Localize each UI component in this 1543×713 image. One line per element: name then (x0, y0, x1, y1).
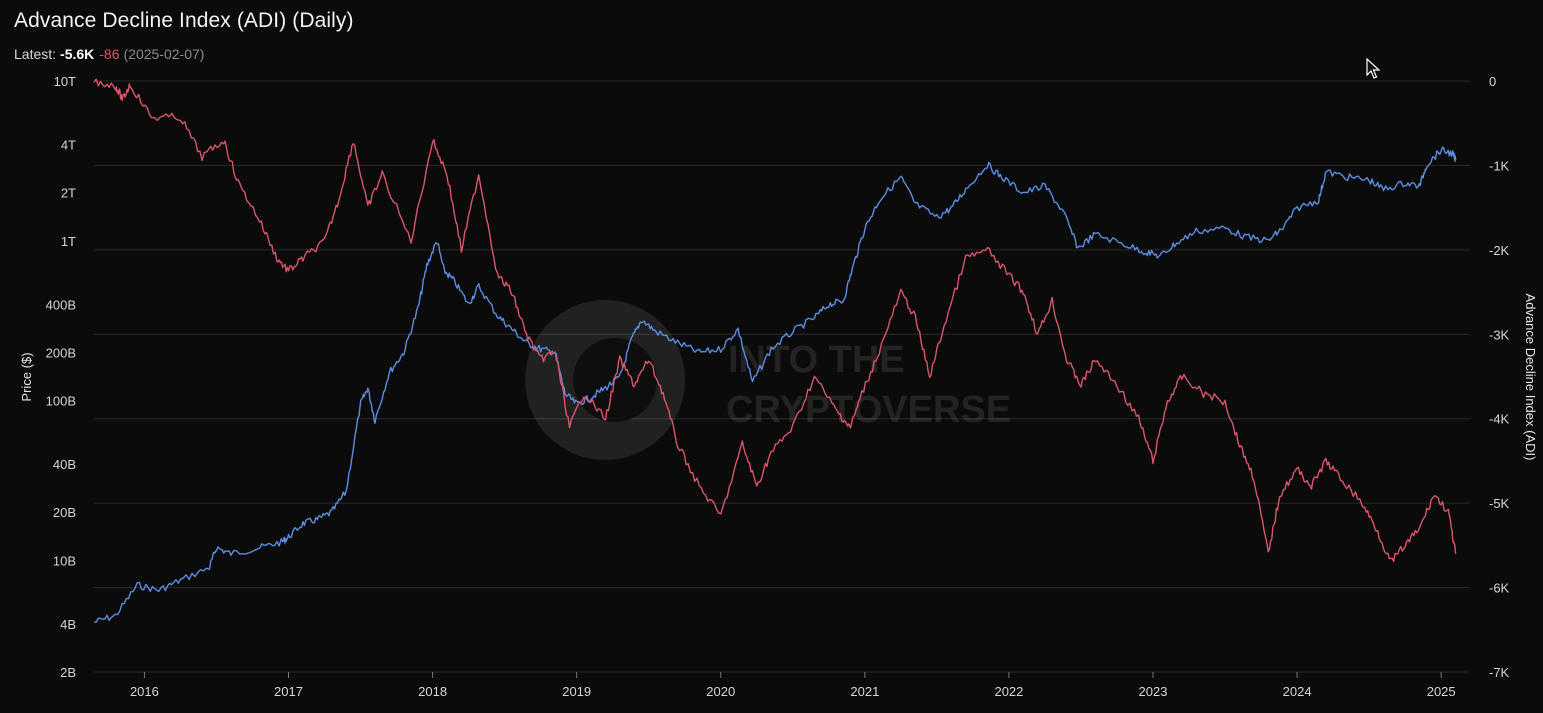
left-tick-label: 40B (53, 457, 76, 472)
watermark-logo-inner-icon (573, 338, 657, 422)
x-tick-label: 2025 (1427, 684, 1456, 699)
x-tick-label: 2021 (850, 684, 879, 699)
chart-title: Advance Decline Index (ADI) (Daily) (14, 9, 354, 32)
mouse-cursor-icon (1366, 58, 1380, 79)
left-tick-label: 4T (61, 138, 76, 153)
x-tick-label: 2019 (562, 684, 591, 699)
left-tick-label: 1T (61, 234, 76, 249)
left-tick-label: 400B (46, 297, 76, 312)
left-tick-label: 2B (60, 665, 76, 680)
y-axis-label-left: Price ($) (19, 352, 34, 401)
price-series-line[interactable] (93, 146, 1457, 623)
x-tick-label: 2017 (274, 684, 303, 699)
latest-price-value: -86 (99, 46, 120, 62)
right-tick-label: -7K (1489, 665, 1510, 680)
right-tick-label: 0 (1489, 74, 1496, 89)
x-tick-label: 2016 (130, 684, 159, 699)
left-tick-label: 10T (54, 74, 76, 89)
left-tick-label: 200B (46, 345, 76, 360)
x-tick-label: 2018 (418, 684, 447, 699)
x-tick-label: 2022 (994, 684, 1023, 699)
right-axis-ticks: 0 -1K -2K -3K -4K -5K -6K -7K (1489, 74, 1510, 680)
adi-series-line[interactable] (93, 78, 1457, 563)
left-axis-ticks: 10T 4T 2T 1T 400B 200B 100B 40B 20B 10B 4B 2B (46, 74, 76, 680)
right-tick-label: -2K (1489, 243, 1510, 258)
watermark-line2: CRYPTOVERSE (726, 389, 1011, 431)
right-tick-label: -5K (1489, 496, 1510, 511)
x-tick-label: 2023 (1139, 684, 1168, 699)
left-tick-label: 4B (60, 617, 76, 632)
latest-date: (2025-02-07) (123, 46, 205, 62)
latest-label: Latest: (14, 46, 57, 62)
x-tick-label: 2024 (1283, 684, 1312, 699)
right-tick-label: -4K (1489, 412, 1510, 427)
left-tick-label: 10B (53, 553, 76, 568)
series-lines (93, 78, 1457, 623)
x-tick-label: 2020 (706, 684, 735, 699)
x-axis-ticks: 2016 2017 2018 2019 2020 2021 2022 2023 2024 2025 (130, 672, 1456, 699)
latest-readout: Latest: -5.6K -86 (2025-02-07) (14, 46, 204, 62)
latest-adi-value: -5.6K (60, 46, 95, 62)
watermark: INTO THE CRYPTOVERSE (525, 300, 1011, 460)
left-tick-label: 2T (61, 186, 76, 201)
watermark-line1: INTO THE (728, 339, 905, 381)
left-tick-label: 100B (46, 394, 76, 409)
right-tick-label: -1K (1489, 158, 1510, 173)
right-tick-label: -3K (1489, 327, 1510, 342)
grid-lines (94, 80, 1470, 673)
y-axis-label-right: Advance Decline Index (ADI) (1523, 294, 1538, 461)
left-tick-label: 20B (53, 505, 76, 520)
right-tick-label: -6K (1489, 581, 1510, 596)
